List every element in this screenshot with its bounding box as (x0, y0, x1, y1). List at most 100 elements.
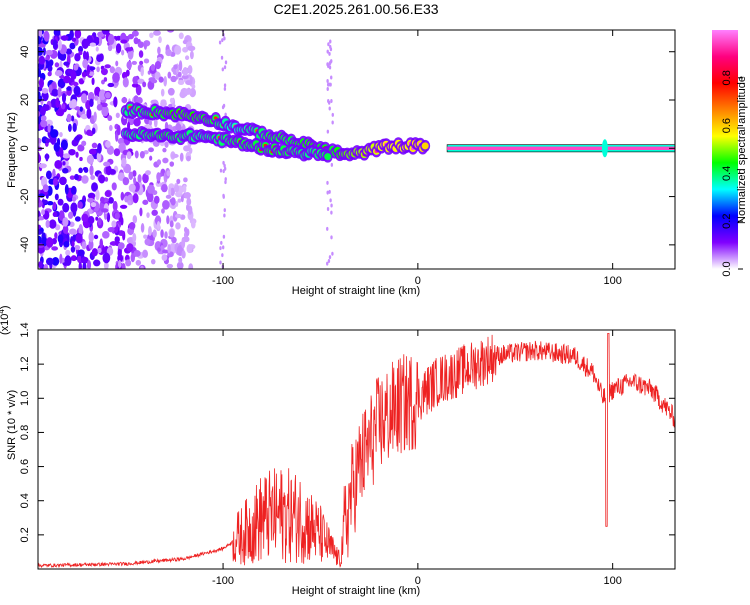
spectrogram-noise-cell (224, 180, 227, 185)
snr-scale-label: (x104) (0, 305, 11, 335)
spectrogram-noise-cell (327, 98, 330, 103)
spectrogram-noise-cell (81, 140, 87, 147)
spectrogram-noise-cell (93, 111, 97, 122)
spectrogram-noise-cell (131, 83, 139, 88)
spectrogram-noise-cell (162, 147, 167, 153)
spectrogram-noise-cell (38, 235, 42, 246)
spectrogram-noise-cell (95, 189, 100, 201)
spectrogram-noise-cell (58, 210, 65, 221)
spectrogram-noise-cell (131, 60, 138, 65)
spectrogram-noise-cell (65, 48, 73, 55)
spectrogram-noise-cell (166, 170, 171, 177)
spectrogram-noise-cell (87, 208, 93, 214)
y-tick-label: 40 (19, 46, 31, 58)
spectrogram-noise-cell (169, 228, 175, 238)
spectrogram-noise-cell (80, 256, 89, 264)
spectrogram-noise-cell (51, 246, 59, 251)
spectrogram-noise-cell (126, 61, 132, 70)
spectrogram-noise-cell (163, 75, 167, 87)
spectrogram-frame (37, 29, 676, 270)
snr-frame (37, 329, 676, 570)
spectrogram-noise-cell (81, 175, 89, 184)
spectrogram-noise-cell (87, 216, 95, 225)
spectrogram-noise-cell (167, 30, 175, 33)
spectrogram-noise-cell (155, 181, 162, 187)
spectrogram-noise-cell (86, 129, 93, 136)
spectrogram-noise-cell (109, 124, 113, 131)
spectrogram-noise-cell (62, 161, 66, 166)
spectrogram-noise-cell (144, 238, 151, 246)
spectrogram-noise-cell (328, 51, 331, 56)
spectrogram-noise-cell (82, 262, 87, 269)
spectrogram-noise-cell (331, 112, 334, 117)
spectrogram-noise-cell (48, 84, 53, 94)
spectrogram-noise-cell (121, 49, 125, 56)
y-tick-label: 1.4 (19, 322, 31, 337)
y-tick-label: 20 (19, 94, 31, 106)
spectrogram-noise-cell (223, 208, 226, 213)
spectrogram-noise-cell (55, 97, 60, 109)
spectrogram-noise-cell (65, 249, 71, 256)
spectrogram-noise-cell (101, 79, 105, 85)
spectrogram-noise-cell (164, 141, 169, 148)
spectrogram-noise-cell (189, 50, 194, 60)
spectrogram-noise-cell (89, 42, 97, 47)
spectrogram-noise-cell (148, 147, 154, 153)
spectrogram-noise-cell (139, 207, 143, 217)
spectrogram-noise-cell (179, 152, 184, 162)
spectrogram-noise-cell (177, 79, 185, 86)
spectrogram-noise-cell (330, 203, 333, 208)
spectrogram-noise-cell (125, 47, 133, 52)
spectrogram-noise-cell (63, 241, 70, 248)
spectrogram-noise-cell (127, 33, 135, 40)
spectrogram-noise-cell (326, 49, 329, 54)
spectrogram-noise-cell (157, 46, 161, 55)
spectrogram-noise-cell (67, 123, 72, 132)
spectrogram-noise-cell (94, 95, 99, 101)
spectrogram-noise-cell (219, 260, 222, 265)
spectrogram-noise-cell (126, 151, 132, 160)
spectrogram-noise-cell (63, 61, 70, 66)
spectrogram-noise-cell (156, 220, 161, 231)
spectrogram-noise-cell (181, 238, 186, 249)
spectrogram-noise-cell (70, 202, 78, 214)
y-tick-label: 1.0 (19, 391, 31, 406)
spectrogram-noise-cell (78, 167, 83, 174)
spectrogram-noise-cell (77, 45, 84, 53)
spectrogram-noise-cell (114, 212, 120, 220)
spectrogram-noise-cell (54, 159, 63, 169)
spectrogram-noise-cell (73, 85, 81, 96)
spectrogram-noise-cell (128, 171, 134, 181)
spectrogram-noise-cell (98, 174, 106, 184)
spectrogram-noise-cell (219, 246, 222, 251)
spectrogram-noise-cell (142, 81, 147, 88)
spectrogram-noise-cell (77, 201, 83, 209)
spectrogram-noise-cell (142, 249, 149, 258)
spectrogram-noise-cell (186, 244, 193, 254)
spectrogram-noise-cell (47, 123, 51, 133)
spectrogram-noise-cell (102, 231, 110, 239)
spectrogram-noise-cell (85, 51, 90, 62)
spectrogram-noise-cell (183, 88, 192, 95)
spectrogram-noise-cell (70, 70, 77, 81)
spectrogram-noise-cell (151, 209, 158, 216)
spectrogram-noise-cell (178, 32, 184, 40)
spectrogram-noise-cell (149, 155, 153, 161)
spectrogram-noise-cell (170, 187, 175, 197)
spectrogram-noise-cell (41, 236, 48, 247)
spectrogram-noise-cell (331, 120, 334, 125)
spectrogram-noise-cell (48, 219, 57, 229)
spectrogram-noise-cell (96, 54, 103, 63)
spectrogram-noise-cell (175, 213, 182, 219)
spectrogram-noise-cell (177, 71, 182, 78)
spectrogram-noise-cell (69, 228, 77, 235)
spectrogram-noise-cell (59, 176, 67, 186)
spectrogram-noise-cell (181, 74, 189, 80)
spectrogram-noise-cell (329, 47, 333, 52)
spectrogram-noise-cell (224, 177, 227, 182)
spectrogram-noise-cell (68, 148, 76, 156)
spectrogram-noise-cell (183, 145, 191, 152)
spectrogram-noise-cell (115, 43, 122, 54)
spectrogram-noise-cell (330, 210, 333, 215)
spectrogram-noise-cell (127, 200, 132, 206)
